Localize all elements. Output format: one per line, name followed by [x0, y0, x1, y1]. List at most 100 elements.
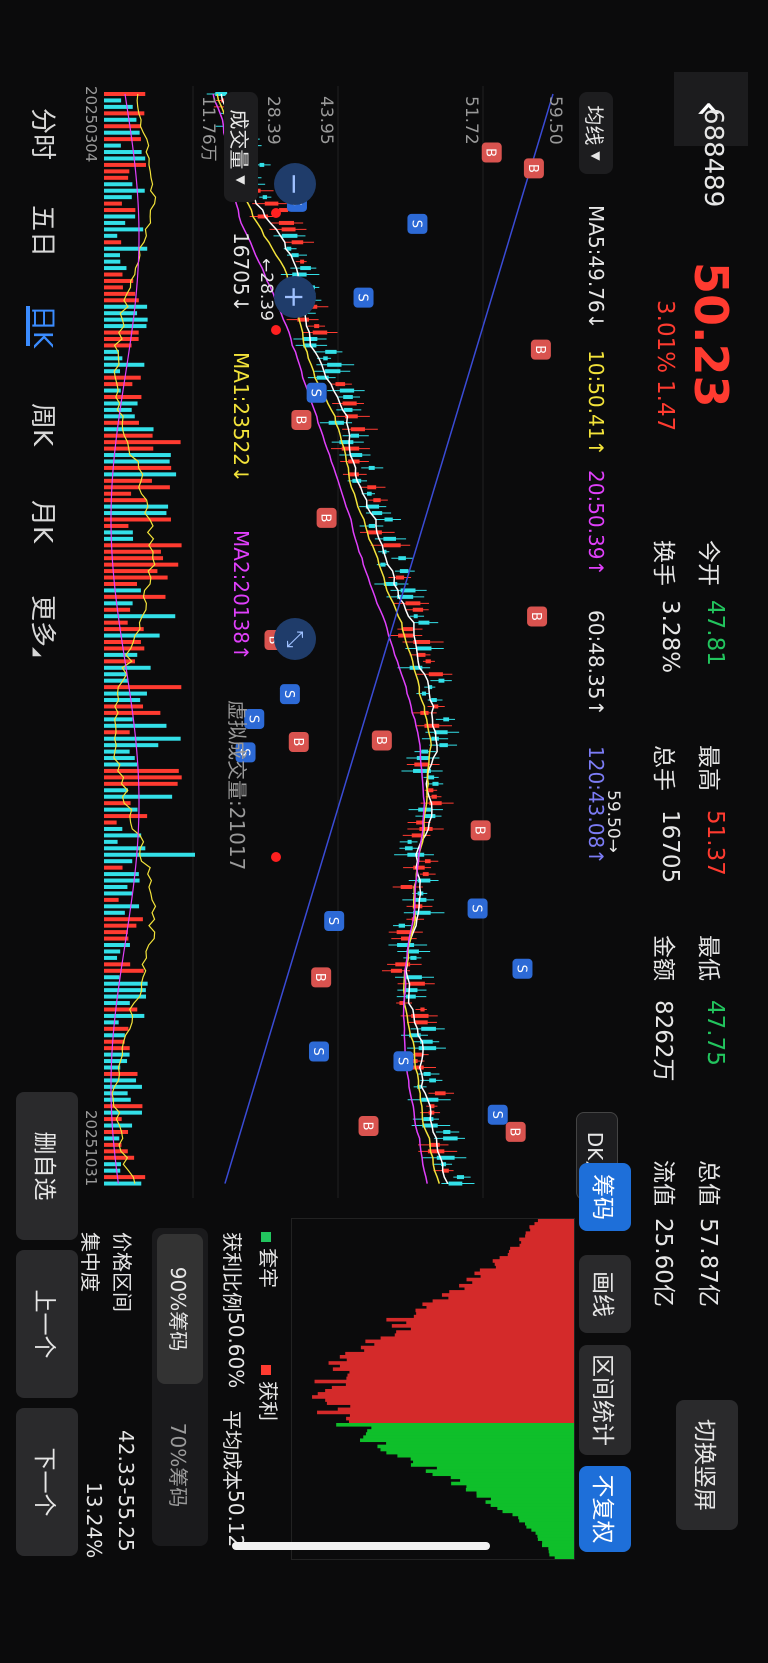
legend-trapped: 套牢 — [255, 1232, 284, 1288]
tab-chip[interactable]: 筹码 — [579, 1163, 631, 1231]
candle-body — [416, 820, 423, 825]
buy-marker-label: B — [292, 416, 307, 425]
switch-portrait-button[interactable]: 切换竖屏 — [676, 1400, 738, 1530]
chip-bar — [350, 1404, 574, 1409]
candle-body — [428, 672, 443, 677]
tab-70-chip[interactable]: 70%筹码 — [166, 1422, 191, 1508]
tab-weekly-k[interactable]: 周K — [27, 403, 57, 447]
volume-bar — [103, 104, 133, 109]
volume-bar — [103, 717, 133, 722]
chip-bar — [464, 1287, 574, 1291]
tab-intraday[interactable]: 分时 — [27, 108, 57, 161]
total-value-label: 总值 — [695, 1160, 721, 1206]
tab-range-stats[interactable]: 区间统计 — [579, 1345, 631, 1455]
profit-label: 获利 — [256, 1381, 280, 1421]
sell-marker — [235, 742, 256, 763]
chip-bar — [371, 1426, 574, 1430]
chip-bar — [422, 1302, 574, 1307]
price-axis-top: 59.50 — [545, 96, 565, 145]
volume-bar — [104, 362, 145, 367]
chip-svg — [312, 1219, 574, 1560]
tab-draw-line[interactable]: 画线 — [579, 1255, 631, 1333]
candle-body — [384, 517, 393, 522]
delete-watchlist-button[interactable]: 删自选 — [16, 1092, 78, 1240]
volume-bar — [103, 92, 146, 96]
volume-bar — [104, 569, 158, 574]
ma-selector-label: 均线 — [582, 105, 607, 146]
volume-bar — [104, 917, 143, 922]
candle-body — [324, 369, 341, 374]
chip-bar — [549, 1552, 574, 1557]
volume-bar — [104, 820, 117, 825]
tab-90-chip[interactable]: 90%筹码 — [157, 1234, 203, 1384]
chip-bar — [537, 1219, 574, 1223]
candle-body — [421, 749, 429, 754]
chip-bar — [460, 1478, 574, 1483]
chip-distribution — [291, 1218, 575, 1560]
candle-body — [424, 859, 431, 864]
volume-bar — [104, 343, 132, 348]
candle-body — [383, 543, 401, 548]
volume-bar — [104, 117, 137, 122]
sell-marker-label: S — [310, 1047, 325, 1055]
ma20-value: 20:50.39↑ — [584, 470, 608, 577]
candle-body — [433, 704, 439, 709]
kline-chart[interactable]: BBSSBBSBSSBBSBSSBSSSSBBSBB — [93, 86, 573, 1198]
candle-body — [410, 955, 417, 960]
caret-icon: ◢ — [31, 647, 45, 657]
tab-more[interactable]: 更多◢ — [26, 595, 63, 656]
next-button[interactable]: 下一个 — [16, 1408, 78, 1556]
ma10-value: 10:50.41↑ — [584, 350, 608, 457]
volume-bar — [103, 485, 170, 490]
candle-body — [412, 607, 424, 612]
candle-body — [421, 691, 427, 696]
chip-bar — [432, 1299, 574, 1303]
volume-svg — [103, 92, 195, 1186]
tab-five-day[interactable]: 五日 — [27, 205, 57, 258]
volume-bar — [103, 253, 120, 258]
volume-bar — [103, 743, 159, 748]
ma-selector[interactable]: 均线 ▼ — [579, 92, 613, 174]
volume-ma2: MA2:20138↑ — [229, 530, 253, 661]
volume-bar — [103, 375, 141, 380]
volume-bar — [103, 1084, 142, 1089]
volume-bar — [104, 620, 128, 625]
fullscreen-collapse-icon[interactable]: ⤡ — [274, 618, 316, 660]
chip-bar — [510, 1246, 574, 1251]
volume-bar — [104, 678, 129, 683]
chip-bar — [339, 1355, 574, 1359]
chip-bar — [345, 1351, 574, 1356]
zoom-in-icon[interactable]: + — [274, 276, 316, 318]
volume-bar — [103, 478, 152, 483]
chip-bar — [317, 1410, 574, 1415]
chip-bar — [380, 1447, 574, 1452]
tab-monthly-k[interactable]: 月K — [27, 500, 57, 544]
volume-bar — [104, 768, 179, 773]
profit-ratio-value: 50.60% — [224, 1312, 248, 1389]
zoom-out-icon[interactable]: − — [274, 163, 316, 205]
tab-daily-k[interactable]: 日K — [27, 305, 57, 349]
volume-bar — [103, 285, 123, 290]
chip-bar — [349, 1413, 574, 1418]
volume-bar — [104, 1052, 130, 1057]
start-date: 20250304 — [82, 86, 100, 163]
buy-marker — [358, 1116, 379, 1137]
chip-bar — [548, 1549, 574, 1554]
volume-chart[interactable] — [80, 86, 228, 1198]
volume-selector[interactable]: 成交量 ▼ — [224, 92, 258, 202]
volume-bar — [104, 652, 138, 657]
tab-no-adjust[interactable]: 不复权 — [579, 1466, 631, 1552]
chip-bar — [495, 1265, 574, 1269]
chip-bar — [348, 1419, 574, 1424]
low-price-tag-text: 28.39 — [256, 272, 276, 321]
sell-marker — [353, 287, 374, 308]
previous-button[interactable]: 上一个 — [16, 1250, 78, 1398]
volume-bar — [103, 1175, 146, 1180]
volume-bar — [104, 685, 182, 690]
chip-bar — [492, 1259, 574, 1263]
chip-bar — [530, 1228, 574, 1232]
candle-body — [325, 349, 337, 354]
amount-label: 金额 — [650, 935, 676, 981]
chip-bar — [497, 1506, 574, 1511]
sell-marker — [244, 708, 265, 729]
